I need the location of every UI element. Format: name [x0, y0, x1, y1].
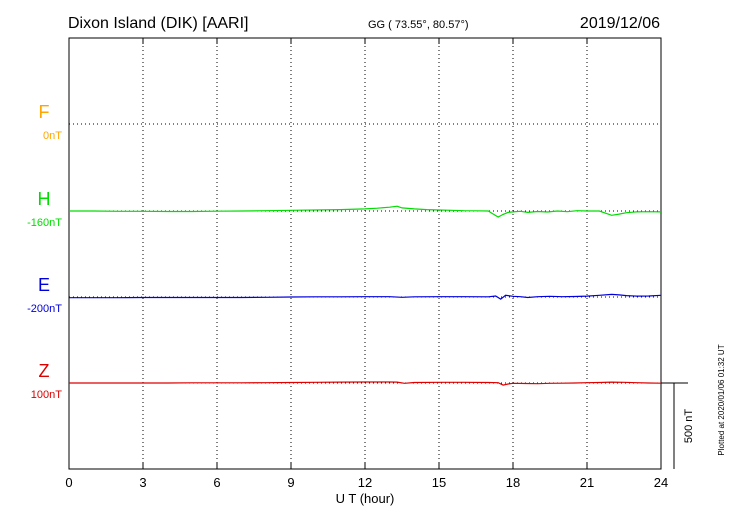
- component-baseline-h: -160nT: [27, 217, 62, 229]
- component-name-e: E: [38, 275, 50, 295]
- x-tick-label: 6: [213, 475, 220, 490]
- component-baseline-z: 100nT: [31, 389, 62, 401]
- coordinates-label: GG ( 73.55°, 80.57°): [368, 19, 469, 31]
- plotted-timestamp: Plotted at 2020/01/06 01:32 UT: [717, 344, 726, 455]
- trace-z: [69, 381, 662, 386]
- x-tick-label: 9: [287, 475, 294, 490]
- x-tick-label: 21: [580, 475, 594, 490]
- x-tick-label: 12: [358, 475, 372, 490]
- x-tick-label: 24: [654, 475, 668, 490]
- x-tick-label: 0: [65, 475, 72, 490]
- component-name-h: H: [38, 189, 51, 209]
- x-axis-tick-labels: 0 3 6 9 12 15 18 21 24: [65, 475, 668, 490]
- x-tick-label: 3: [139, 475, 146, 490]
- station-title: Dixon Island (DIK) [AARI]: [68, 15, 249, 32]
- scale-bar: 500 nT: [661, 382, 695, 469]
- x-tick-label: 15: [432, 475, 446, 490]
- vertical-gridlines: [142, 38, 588, 469]
- scale-bar-label: 500 nT: [683, 409, 695, 444]
- component-traces: [69, 205, 662, 386]
- component-baseline-f: 0nT: [43, 130, 62, 142]
- component-name-f: F: [39, 102, 50, 122]
- date-label: 2019/12/06: [580, 15, 660, 32]
- component-baseline-e: -200nT: [27, 303, 62, 315]
- component-labels: F 0nT H -160nT E -200nT Z 100nT: [27, 102, 62, 401]
- component-name-z: Z: [39, 361, 50, 381]
- x-axis-ticks: [68, 38, 662, 469]
- x-tick-label: 18: [506, 475, 520, 490]
- x-axis-label: U T (hour): [336, 491, 395, 506]
- trace-e: [69, 293, 662, 300]
- trace-h: [69, 205, 662, 218]
